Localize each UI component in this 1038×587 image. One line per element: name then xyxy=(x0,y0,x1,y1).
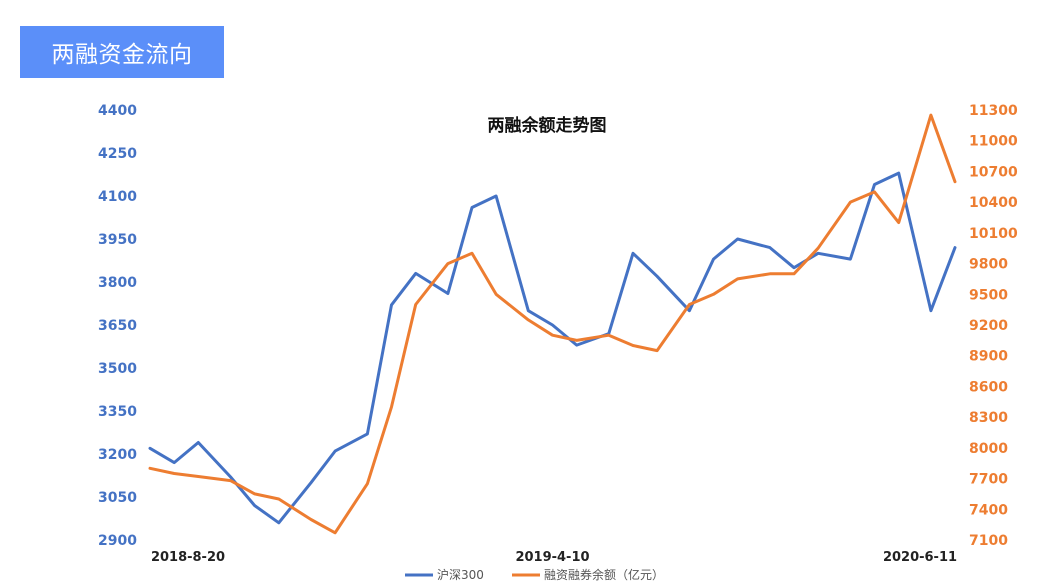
left-tick-label: 4100 xyxy=(98,189,137,205)
left-y-axis: 2900 3050 3200 3350 3500 3650 3800 3950 4100 4250… xyxy=(98,103,137,549)
legend-label: 融资融券余额（亿元） xyxy=(544,567,664,582)
right-tick-label: 11000 xyxy=(969,134,1018,150)
legend: 沪深300 融资融券余额（亿元） xyxy=(405,567,664,582)
right-y-axis: 7100 7400 7700 8000 8300 8600 8900 9200 9500 9800… xyxy=(969,103,1018,549)
left-tick-label: 3650 xyxy=(98,318,137,334)
section-title-tag: 两融资金流向 xyxy=(20,26,224,78)
section-title-text: 两融资金流向 xyxy=(51,42,193,68)
x-axis: 2018-8-20 2019-4-10 2020-6-11 xyxy=(151,550,957,565)
x-tick-label: 2020-6-11 xyxy=(883,550,957,565)
right-tick-label: 10400 xyxy=(969,195,1018,211)
left-tick-label: 4250 xyxy=(98,146,137,162)
right-tick-label: 10100 xyxy=(969,226,1018,242)
margin-balance-series-line xyxy=(148,113,957,535)
chart-title: 两融余额走势图 xyxy=(488,115,607,136)
series-layer xyxy=(148,113,957,535)
right-tick-label: 8300 xyxy=(969,410,1008,426)
right-tick-label: 7100 xyxy=(969,533,1008,549)
right-tick-label: 10700 xyxy=(969,164,1018,180)
right-tick-label: 7400 xyxy=(969,502,1008,518)
left-tick-label: 2900 xyxy=(98,533,137,549)
right-tick-label: 8900 xyxy=(969,349,1008,365)
left-tick-label: 3050 xyxy=(98,490,137,506)
right-tick-label: 9200 xyxy=(969,318,1008,334)
right-tick-label: 7700 xyxy=(969,472,1008,488)
left-tick-label: 3950 xyxy=(98,232,137,248)
hs300-series-line xyxy=(148,171,957,525)
right-tick-label: 8600 xyxy=(969,379,1008,395)
x-tick-label: 2018-8-20 xyxy=(151,550,225,565)
left-tick-label: 3350 xyxy=(98,404,137,420)
x-tick-label: 2019-4-10 xyxy=(515,550,589,565)
left-tick-label: 3500 xyxy=(98,361,137,377)
right-tick-label: 9500 xyxy=(969,287,1008,303)
right-tick-label: 8000 xyxy=(969,441,1008,457)
left-tick-label: 3200 xyxy=(98,447,137,463)
right-tick-label: 9800 xyxy=(969,257,1008,273)
legend-label: 沪深300 xyxy=(437,568,484,582)
left-tick-label: 4400 xyxy=(98,103,137,119)
left-tick-label: 3800 xyxy=(98,275,137,291)
right-tick-label: 11300 xyxy=(969,103,1018,119)
